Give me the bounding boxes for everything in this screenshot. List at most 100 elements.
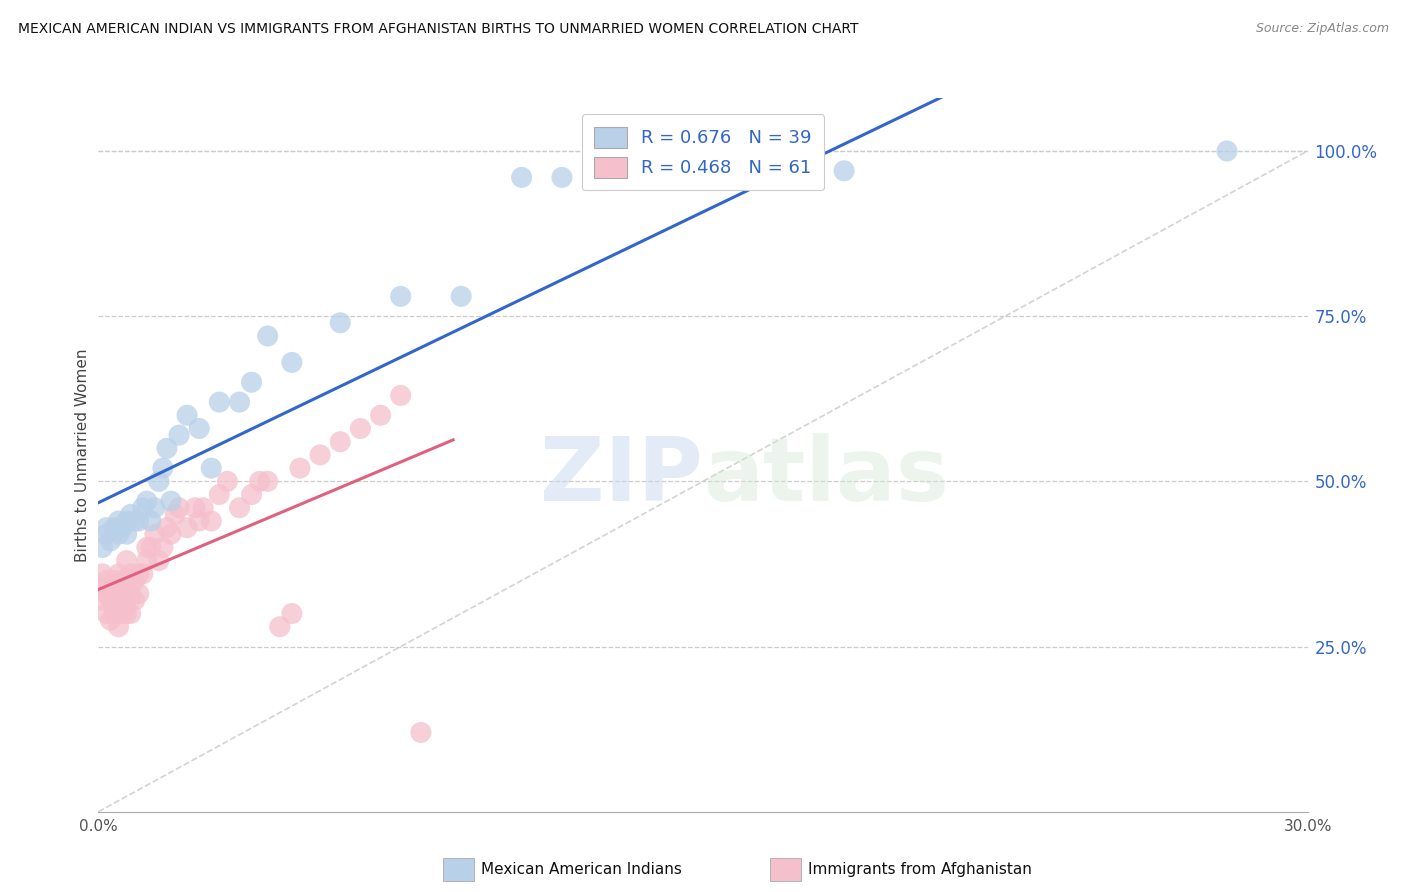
Point xyxy=(135,494,157,508)
Point xyxy=(111,593,134,607)
Point xyxy=(100,580,122,594)
Text: Immigrants from Afghanistan: Immigrants from Afghanistan xyxy=(808,863,1032,877)
Point xyxy=(143,500,166,515)
Point xyxy=(152,461,174,475)
Point xyxy=(100,613,122,627)
Point xyxy=(269,620,291,634)
Point xyxy=(591,170,613,185)
Point xyxy=(103,607,125,621)
Point xyxy=(103,574,125,588)
Point xyxy=(139,514,162,528)
Text: ZIP: ZIP xyxy=(540,433,703,520)
Text: Source: ZipAtlas.com: Source: ZipAtlas.com xyxy=(1256,22,1389,36)
Point xyxy=(111,574,134,588)
Point xyxy=(103,593,125,607)
Text: Mexican American Indians: Mexican American Indians xyxy=(481,863,682,877)
Point xyxy=(450,289,472,303)
Point xyxy=(329,316,352,330)
Point xyxy=(160,527,183,541)
Point xyxy=(148,475,170,489)
Point xyxy=(281,607,304,621)
Point xyxy=(132,500,155,515)
Point xyxy=(107,514,129,528)
Point xyxy=(91,580,114,594)
Text: MEXICAN AMERICAN INDIAN VS IMMIGRANTS FROM AFGHANISTAN BIRTHS TO UNMARRIED WOMEN: MEXICAN AMERICAN INDIAN VS IMMIGRANTS FR… xyxy=(18,22,859,37)
Point xyxy=(91,541,114,555)
Legend: R = 0.676   N = 39, R = 0.468   N = 61: R = 0.676 N = 39, R = 0.468 N = 61 xyxy=(582,114,824,190)
Point xyxy=(370,409,392,423)
Point xyxy=(115,593,138,607)
Point xyxy=(107,566,129,581)
Point xyxy=(176,409,198,423)
Point xyxy=(389,388,412,402)
Point xyxy=(96,574,118,588)
Point xyxy=(107,607,129,621)
Point xyxy=(288,461,311,475)
Point xyxy=(96,520,118,534)
Point xyxy=(256,329,278,343)
Point xyxy=(163,508,186,522)
Point xyxy=(107,620,129,634)
Point xyxy=(240,376,263,390)
Point xyxy=(200,514,222,528)
Point xyxy=(115,607,138,621)
Point xyxy=(128,587,150,601)
Point xyxy=(200,461,222,475)
Point xyxy=(120,566,142,581)
Point xyxy=(176,520,198,534)
Point xyxy=(96,607,118,621)
Point xyxy=(111,520,134,534)
Point xyxy=(148,554,170,568)
Point xyxy=(551,170,574,185)
Point xyxy=(349,421,371,435)
Point xyxy=(208,395,231,409)
Point xyxy=(120,508,142,522)
Point xyxy=(135,554,157,568)
Point xyxy=(1216,144,1239,158)
Point xyxy=(100,593,122,607)
Point xyxy=(228,395,250,409)
Point xyxy=(115,554,138,568)
Point xyxy=(510,170,533,185)
Point xyxy=(91,566,114,581)
Point xyxy=(139,541,162,555)
Point xyxy=(711,163,734,178)
Point xyxy=(135,541,157,555)
Point xyxy=(193,500,215,515)
Point xyxy=(240,487,263,501)
Point xyxy=(832,163,855,178)
Point xyxy=(309,448,332,462)
Point xyxy=(389,289,412,303)
Point xyxy=(217,475,239,489)
Point xyxy=(115,574,138,588)
Point xyxy=(124,514,146,528)
Point xyxy=(188,421,211,435)
Point xyxy=(208,487,231,501)
Point xyxy=(132,566,155,581)
Point xyxy=(91,593,114,607)
Point xyxy=(184,500,207,515)
Text: atlas: atlas xyxy=(703,433,949,520)
Point xyxy=(96,587,118,601)
Point xyxy=(143,527,166,541)
Point xyxy=(167,500,190,515)
Point xyxy=(249,475,271,489)
Point xyxy=(167,428,190,442)
Point xyxy=(115,514,138,528)
Point xyxy=(128,566,150,581)
Point xyxy=(115,527,138,541)
Point xyxy=(156,442,179,456)
Point xyxy=(256,475,278,489)
Point xyxy=(329,434,352,449)
Point xyxy=(103,520,125,534)
Point xyxy=(228,500,250,515)
Point xyxy=(120,607,142,621)
Y-axis label: Births to Unmarried Women: Births to Unmarried Women xyxy=(75,348,90,562)
Point xyxy=(152,541,174,555)
Point xyxy=(409,725,432,739)
Point xyxy=(124,593,146,607)
Point xyxy=(111,607,134,621)
Point xyxy=(100,533,122,548)
Point xyxy=(107,587,129,601)
Point xyxy=(120,587,142,601)
